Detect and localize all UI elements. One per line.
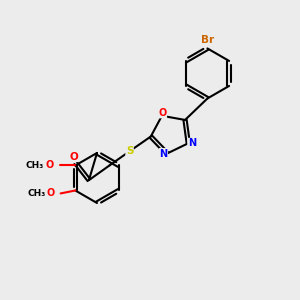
Text: CH₃: CH₃	[27, 189, 45, 198]
Text: CH₃: CH₃	[26, 161, 44, 170]
Text: N: N	[160, 148, 168, 158]
Text: N: N	[188, 138, 196, 148]
Text: O: O	[70, 152, 79, 162]
Text: O: O	[46, 160, 54, 170]
Text: O: O	[47, 188, 55, 198]
Text: O: O	[158, 108, 166, 118]
Text: Br: Br	[201, 35, 214, 45]
Text: S: S	[126, 146, 133, 156]
